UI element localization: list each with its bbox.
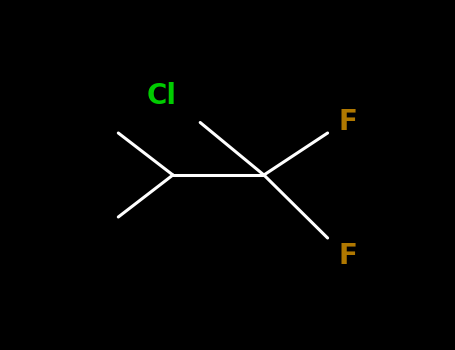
Text: Cl: Cl xyxy=(147,82,177,110)
Text: F: F xyxy=(339,241,358,270)
Text: F: F xyxy=(339,108,358,136)
